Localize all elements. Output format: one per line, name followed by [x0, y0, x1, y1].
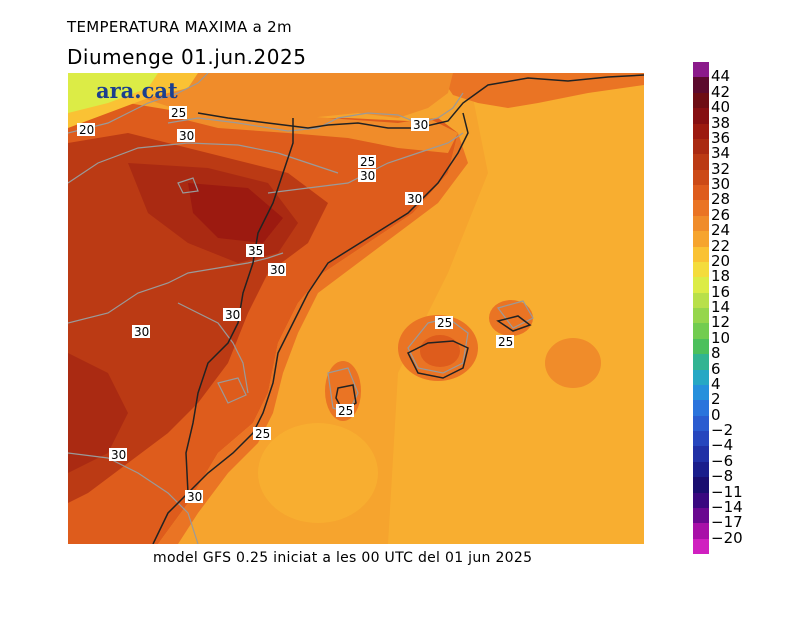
colorbar-label: 10: [711, 328, 731, 347]
aracat-logo: ara.cat: [96, 78, 178, 103]
colorbar-swatch: [693, 461, 709, 478]
colorbar-label: 6: [711, 359, 721, 378]
contour-label: 30: [111, 448, 126, 462]
colorbar-swatch: [693, 446, 709, 462]
colorbar-label: 4: [711, 374, 721, 393]
contour-label: 30: [360, 169, 375, 183]
colorbar-label: −14: [711, 497, 743, 516]
model-run-caption: model GFS 0.25 iniciat a les 00 UTC del …: [153, 550, 533, 566]
northwest-coolest-zone: [68, 73, 158, 113]
sea-warm-spot-2: [258, 423, 378, 523]
colorbar-label: −11: [711, 482, 743, 501]
colorbar-swatch: [693, 492, 709, 508]
colorbar-label: 16: [711, 282, 731, 301]
colorbar-label: 8: [711, 344, 721, 363]
contour-label: 35: [248, 244, 263, 258]
contour-label: 30: [187, 490, 202, 504]
colorbar-swatch: [693, 308, 709, 324]
colorbar-label: 12: [711, 313, 731, 332]
colorbar-label: 18: [711, 267, 731, 286]
colorbar-swatch: [693, 292, 709, 308]
colorbar-label: 14: [711, 298, 731, 316]
colorbar-swatch: [693, 323, 709, 339]
colorbar-swatch: [693, 338, 709, 355]
contour-label: 30: [413, 118, 428, 132]
colorbar-swatch: [693, 108, 709, 124]
colorbar-swatch: [693, 231, 709, 247]
colorbar-swatch: [693, 154, 709, 170]
west-hot-zone: [68, 353, 128, 473]
colorbar-label: −17: [711, 513, 743, 532]
contour-label: 20: [79, 123, 94, 137]
colorbar-swatch: [693, 277, 709, 293]
contour-labels: 25 20 30 30 25 30 30 35 30 30 30 25 25 2…: [77, 106, 514, 504]
contour-label: 30: [134, 325, 149, 339]
chart-date: Diumenge 01.jun.2025: [67, 45, 307, 69]
colorbar-swatch: [693, 138, 709, 155]
colorbar-swatch: [693, 354, 709, 370]
colorbar-swatch: [693, 538, 709, 554]
colorbar-swatch: [693, 62, 709, 78]
colorbar-swatch: [693, 431, 709, 447]
colorbar-swatch: [693, 185, 709, 201]
temperature-colorbar: [693, 62, 709, 554]
mallorca-hot-zone: [420, 335, 460, 367]
colorbar-swatch: [693, 169, 709, 185]
temperature-map: 25 20 30 30 25 30 30 35 30 30 30 25 25 2…: [68, 73, 644, 544]
colorbar-swatch: [693, 400, 709, 416]
colorbar-label: −8: [711, 467, 734, 486]
contour-label: 25: [437, 316, 452, 330]
colorbar-label: −6: [711, 451, 734, 470]
colorbar-swatch: [693, 246, 709, 262]
ebro-hotter-zone: [188, 183, 283, 243]
contour-label: 30: [179, 129, 194, 143]
coastal-strip-zone: [158, 133, 468, 544]
colorbar-label: 30: [711, 175, 731, 193]
france-east-zone: [438, 73, 644, 108]
sea-warm-spot: [545, 338, 601, 388]
colorbar-swatch: [693, 200, 709, 216]
colorbar-label: 36: [711, 128, 731, 147]
colorbar-label: 20: [711, 251, 731, 270]
colorbar-label: 26: [711, 205, 731, 224]
contour-label: 25: [255, 427, 270, 441]
colorbar-label: −4: [711, 436, 734, 455]
colorbar-swatch: [693, 477, 709, 493]
contour-label: 30: [407, 192, 422, 206]
colorbar-label: 2: [711, 390, 721, 409]
colorbar-label: 40: [711, 98, 731, 117]
colorbar-swatch: [693, 77, 709, 93]
colorbar-label: 38: [711, 113, 731, 132]
colorbar-label: 32: [711, 159, 731, 178]
colorbar-swatch: [693, 261, 709, 278]
chart-title: TEMPERATURA MAXIMA a 2m: [67, 18, 292, 36]
colorbar-label: 24: [711, 221, 731, 240]
colorbar-swatch: [693, 215, 709, 232]
colorbar-label: 0: [711, 405, 721, 424]
colorbar-swatch: [693, 523, 709, 539]
colorbar-swatch: [693, 415, 709, 431]
colorbar-label: 42: [711, 82, 731, 101]
colorbar-swatch: [693, 123, 709, 139]
colorbar-label: 44: [711, 67, 731, 86]
contour-label: 30: [225, 308, 240, 322]
contour-label: 30: [270, 263, 285, 277]
colorbar-label: 34: [711, 144, 731, 163]
colorbar-swatch: [693, 384, 709, 401]
colorbar-swatch: [693, 92, 709, 109]
contour-label: 25: [360, 155, 375, 169]
contour-lines: [68, 73, 534, 544]
colorbar-label: −2: [711, 421, 734, 439]
colorbar-label: 28: [711, 190, 731, 209]
colorbar-swatch: [693, 507, 709, 524]
colorbar-label: −20: [711, 528, 743, 547]
contour-label: 25: [338, 404, 353, 418]
colorbar-swatch: [693, 369, 709, 385]
contour-label: 25: [498, 335, 513, 349]
contour-label: 25: [171, 106, 186, 120]
colorbar-label: 22: [711, 236, 731, 255]
